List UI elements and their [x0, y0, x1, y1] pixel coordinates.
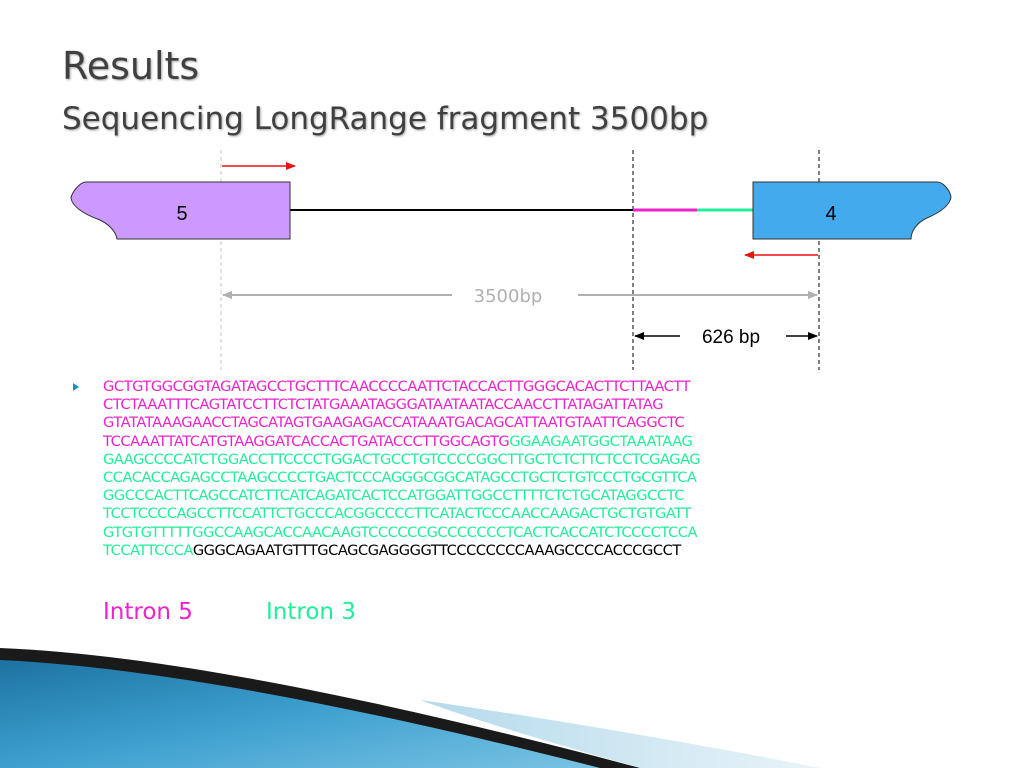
sequence-segment-intron5: GTATATAAAGAACCTAGCATAGTGAAGAGACCATAAATGA… — [103, 414, 685, 432]
sequence-line: CCACACCAGAGCCTAAGCCCCTGACTCCCAGGGCGGCATA… — [103, 469, 700, 487]
sequence-block: GCTGTGGCGGTAGATAGCCTGCTTTCAACCCCAATTCTAC… — [103, 378, 701, 560]
sequence-segment-intron5: TCCAAATTATCATGTAAGGATCACCACTGATACCCTTGGC… — [103, 432, 510, 450]
exon-5-label: 5 — [176, 203, 187, 225]
slide-subtitle: Sequencing LongRange fragment 3500bp — [62, 101, 709, 137]
slide-title: Results — [62, 44, 200, 88]
sequence-segment-intron3: TCCTCCCCAGCCTTCCATTCTGCCCACGGCCCCTTCATAC… — [103, 505, 691, 523]
legend-intron3: Intron 3 — [266, 599, 356, 625]
fragment-label: 626 bp — [702, 327, 760, 348]
sequence-line: GTATATAAAGAACCTAGCATAGTGAAGAGACCATAAATGA… — [103, 414, 700, 432]
sequence-segment-intron3: GGCCCACTTCAGCCATCTTCATCAGATCACTCCATGGATT… — [103, 487, 684, 505]
exon-5-box — [70, 181, 291, 240]
bullet-marker — [73, 383, 79, 391]
sequence-segment-exon: GGGCAGAATGTTTGCAGCGAGGGGTTCCCCCCCCAAAGCC… — [192, 541, 681, 559]
sequence-line: GCTGTGGCGGTAGATAGCCTGCTTTCAACCCCAATTCTAC… — [103, 378, 700, 396]
sequence-segment-intron3: TCCATTCCCA — [103, 541, 193, 559]
sequence-segment-intron5: CTCTAAATTTCAGTATCCTTCTCTATGAAATAGGGATAAT… — [103, 396, 664, 414]
exon-4-box — [752, 181, 952, 240]
sequence-segment-intron3: GGAAGAATGGCTAAATAAG — [509, 432, 693, 450]
legend-intron5: Intron 5 — [103, 599, 193, 625]
sequence-line: GGCCCACTTCAGCCATCTTCATCAGATCACTCCATGGATT… — [103, 487, 700, 505]
exon-4-label: 4 — [825, 203, 836, 225]
sequence-segment-intron3: GAAGCCCCATCTGGACCTTCCCCTGGACTGCCTGTCCCCG… — [103, 450, 701, 468]
sequence-segment-intron3: GTGTGTTTTTGGCCAAGCACCAACAAGTCCCCCCGCCCCC… — [103, 523, 698, 541]
span-label: 3500bp — [474, 286, 543, 307]
sequence-line: CTCTAAATTTCAGTATCCTTCTCTATGAAATAGGGATAAT… — [103, 396, 700, 414]
sequence-segment-intron5: GCTGTGGCGGTAGATAGCCTGCTTTCAACCCCAATTCTAC… — [103, 378, 691, 395]
sequence-line: GTGTGTTTTTGGCCAAGCACCAACAAGTCCCCCCGCCCCC… — [103, 524, 700, 542]
sequence-line: TCCATTCCCAGGGCAGAATGTTTGCAGCGAGGGGTTCCCC… — [103, 542, 700, 560]
sequence-segment-intron3: CCACACCAGAGCCTAAGCCCCTGACTCCCAGGGCGGCATA… — [103, 469, 697, 487]
sequence-line: TCCAAATTATCATGTAAGGATCACCACTGATACCCTTGGC… — [103, 433, 700, 451]
sequence-line: GAAGCCCCATCTGGACCTTCCCCTGGACTGCCTGTCCCCG… — [103, 450, 701, 469]
sequence-line: TCCTCCCCAGCCTTCCATTCTGCCCACGGCCCCTTCATAC… — [103, 505, 700, 523]
